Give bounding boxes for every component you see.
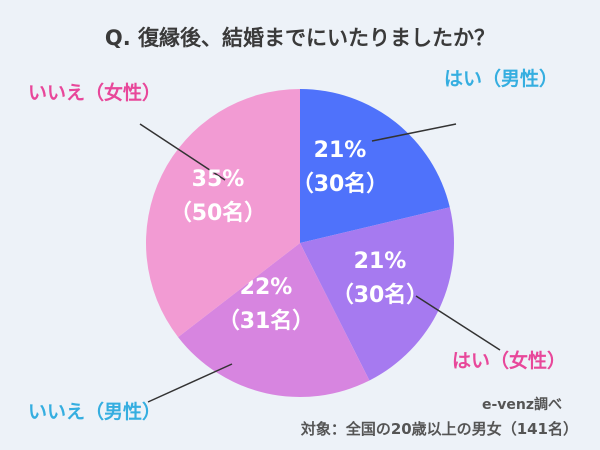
legend-label-yes-male: はい（男性） <box>444 68 559 90</box>
chart-title: Q. 復縁後、結婚までにいたりましたか？ <box>104 26 496 50</box>
pie-slice <box>145 89 300 338</box>
count-label: （30名） <box>292 171 389 197</box>
pie-slice <box>300 207 454 381</box>
leader-line <box>371 123 457 142</box>
target-note: 対象：全国の20歳以上の男女（141名） <box>300 420 578 438</box>
count-label: （50名） <box>170 200 267 226</box>
legend-label-no-female: いいえ（女性） <box>28 82 162 104</box>
leader-line <box>147 363 233 403</box>
legend-label-yes-female: はい（女性） <box>452 350 567 372</box>
count-label: （31名） <box>218 308 315 334</box>
leader-line <box>415 295 501 351</box>
source-note: e-venz調べ <box>481 397 562 413</box>
leader-line <box>139 123 226 181</box>
pie-slice <box>178 243 370 397</box>
legend-label-no-male: いいえ（男性） <box>28 401 162 423</box>
percent-label: 21% <box>314 138 367 163</box>
pie-slice <box>300 89 450 243</box>
count-label: （30名） <box>332 282 429 308</box>
percent-label: 35% <box>192 167 245 192</box>
percent-label: 21% <box>354 249 407 274</box>
